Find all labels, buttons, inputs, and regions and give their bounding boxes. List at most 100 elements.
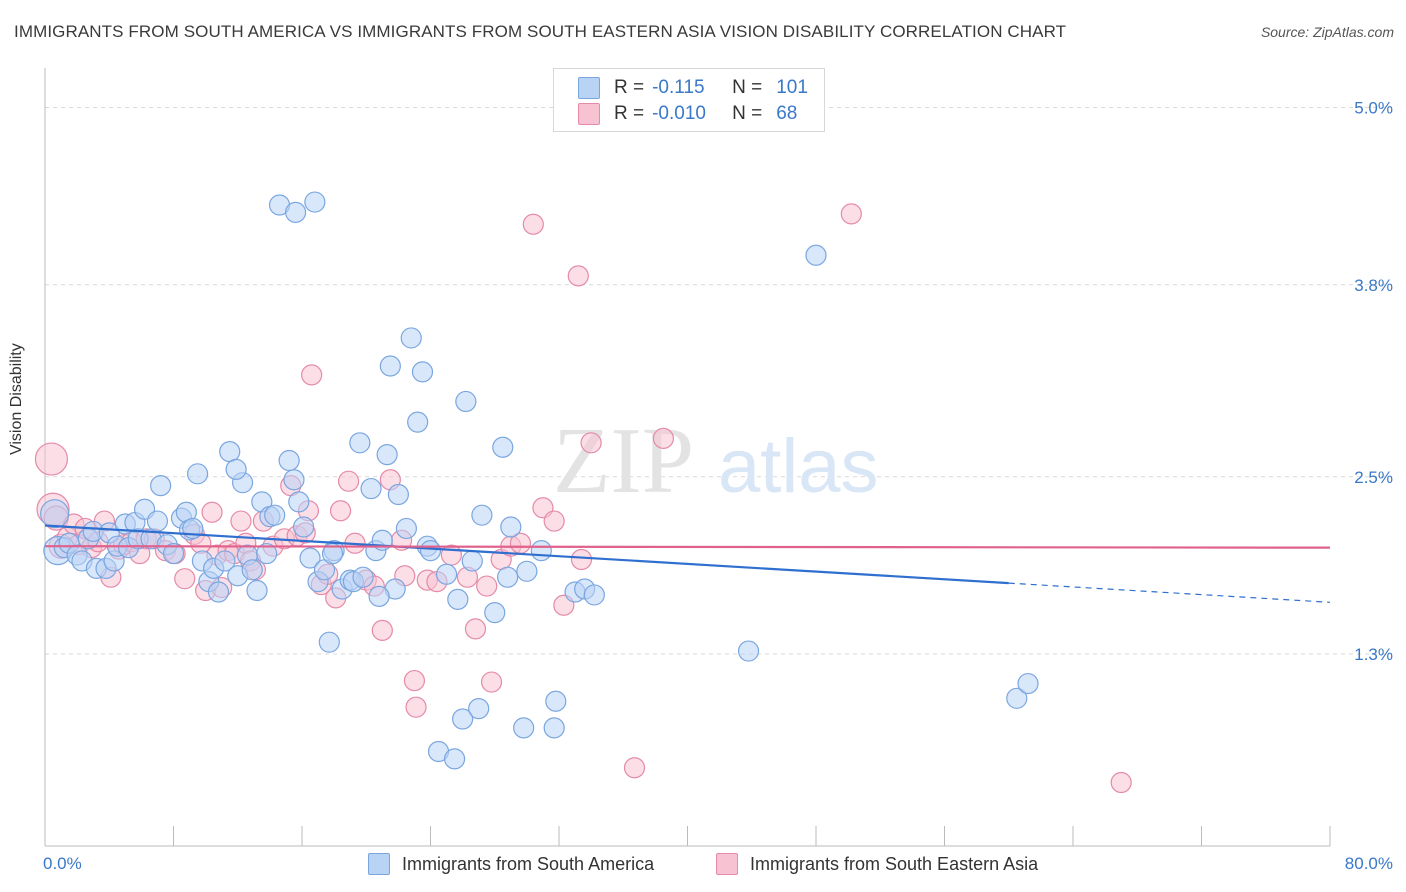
legend-row-south-eastern-asia: R = -0.010 N = 68 <box>578 103 842 125</box>
watermark-zip: ZIP <box>553 409 694 513</box>
point-south-america <box>150 475 172 497</box>
point-south-america <box>500 516 522 538</box>
stats-legend: R = -0.115 N = 101 R = -0.010 N = 68 <box>553 68 825 132</box>
point-south-america <box>214 550 236 572</box>
point-south-america <box>400 327 422 349</box>
point-south-america <box>241 559 263 581</box>
point-south-america <box>395 517 418 540</box>
point-south-america <box>264 504 286 526</box>
point-south-america <box>492 436 514 458</box>
point-south-america <box>246 579 268 602</box>
trend-lines <box>44 524 1331 603</box>
point-south-america <box>278 449 300 472</box>
point-south-eastern-asia <box>464 618 487 640</box>
point-south-america <box>543 717 565 739</box>
point-south-eastern-asia <box>301 364 323 386</box>
legend-r-label: R = <box>614 103 645 124</box>
point-south-america <box>283 469 305 491</box>
legend-n-value: 101 <box>776 77 808 98</box>
point-south-america <box>455 390 477 413</box>
legend-row-south-america: R = -0.115 N = 101 <box>578 77 842 99</box>
point-south-america <box>288 491 310 513</box>
legend-r-value: -0.115 <box>652 77 705 98</box>
point-south-america <box>379 355 401 377</box>
data-points <box>34 191 1132 794</box>
legend-swatch-blue <box>578 77 600 99</box>
point-south-eastern-asia <box>567 265 589 287</box>
chart-title: IMMIGRANTS FROM SOUTH AMERICA VS IMMIGRA… <box>14 22 1067 41</box>
point-south-eastern-asia <box>174 568 196 590</box>
y-axis-label: Vision Disability <box>8 343 25 455</box>
point-south-eastern-asia <box>1110 771 1132 794</box>
point-south-america <box>368 585 390 608</box>
point-south-america <box>219 441 241 463</box>
legend-n-value: 68 <box>776 103 798 124</box>
point-south-america <box>40 499 70 529</box>
point-south-america <box>299 547 321 569</box>
point-south-eastern-asia <box>34 442 69 476</box>
trend-line-south-america-projection <box>1008 582 1331 603</box>
x-tick-label-min: 0.0% <box>43 854 82 873</box>
point-south-eastern-asia <box>570 548 593 571</box>
legend-n-label: N = <box>732 103 763 124</box>
grid-lines <box>45 107 1392 655</box>
point-south-eastern-asia <box>329 500 352 522</box>
point-south-america <box>530 540 552 562</box>
point-south-eastern-asia <box>405 696 427 718</box>
point-south-eastern-asia <box>480 671 503 693</box>
point-south-america <box>1017 672 1039 695</box>
point-south-america <box>471 504 493 526</box>
point-south-america <box>545 690 567 712</box>
source-label: Source: ZipAtlas.com <box>1260 24 1394 40</box>
point-south-america <box>360 477 382 500</box>
x-tick-label-max: 80.0% <box>1345 854 1393 873</box>
trend-line-south-america <box>44 524 1009 585</box>
point-south-america <box>146 510 169 532</box>
point-south-eastern-asia <box>580 432 602 454</box>
series-label-south-eastern-asia: Immigrants from South Eastern Asia <box>750 853 1039 874</box>
legend-r-label: R = <box>614 77 645 98</box>
point-south-america <box>516 560 538 582</box>
point-south-eastern-asia <box>476 575 498 597</box>
point-south-eastern-asia <box>403 669 426 692</box>
point-south-america <box>411 361 434 383</box>
watermark: ZIP atlas <box>553 409 879 513</box>
point-south-america <box>513 717 535 739</box>
y-tick-label: 5.0% <box>1354 99 1393 118</box>
point-south-america <box>484 602 506 624</box>
point-south-america <box>304 191 326 213</box>
point-south-eastern-asia <box>201 501 223 523</box>
point-south-america <box>468 698 490 720</box>
series-swatch-pink <box>716 853 738 875</box>
point-south-eastern-asia <box>337 470 360 492</box>
watermark-atlas: atlas <box>718 424 879 509</box>
point-south-america <box>419 540 442 562</box>
point-south-america <box>387 483 409 506</box>
point-south-america <box>162 542 185 565</box>
y-tick-label: 3.8% <box>1354 276 1393 295</box>
series-legend-south-america: Immigrants from South America <box>368 852 654 876</box>
point-south-america <box>293 516 315 538</box>
point-south-eastern-asia <box>652 427 675 449</box>
legend-n-label: N = <box>732 77 763 98</box>
point-south-america <box>207 581 230 603</box>
y-tick-label: 2.5% <box>1354 468 1393 487</box>
point-south-america <box>318 631 340 653</box>
y-tick-label: 1.3% <box>1354 645 1393 664</box>
point-south-america <box>349 432 371 454</box>
point-south-america <box>407 411 429 433</box>
point-south-eastern-asia <box>543 510 565 532</box>
point-south-america <box>256 542 278 565</box>
point-south-eastern-asia <box>230 510 252 532</box>
point-south-eastern-asia <box>522 213 544 235</box>
point-south-america <box>443 748 466 770</box>
point-south-america <box>461 550 483 572</box>
point-south-america <box>805 244 827 266</box>
point-south-america <box>225 458 247 480</box>
point-south-eastern-asia <box>840 203 862 225</box>
point-south-eastern-asia <box>440 544 462 566</box>
point-south-america <box>1006 687 1028 709</box>
legend-r-value: -0.010 <box>652 103 706 124</box>
series-swatch-blue <box>368 853 390 875</box>
